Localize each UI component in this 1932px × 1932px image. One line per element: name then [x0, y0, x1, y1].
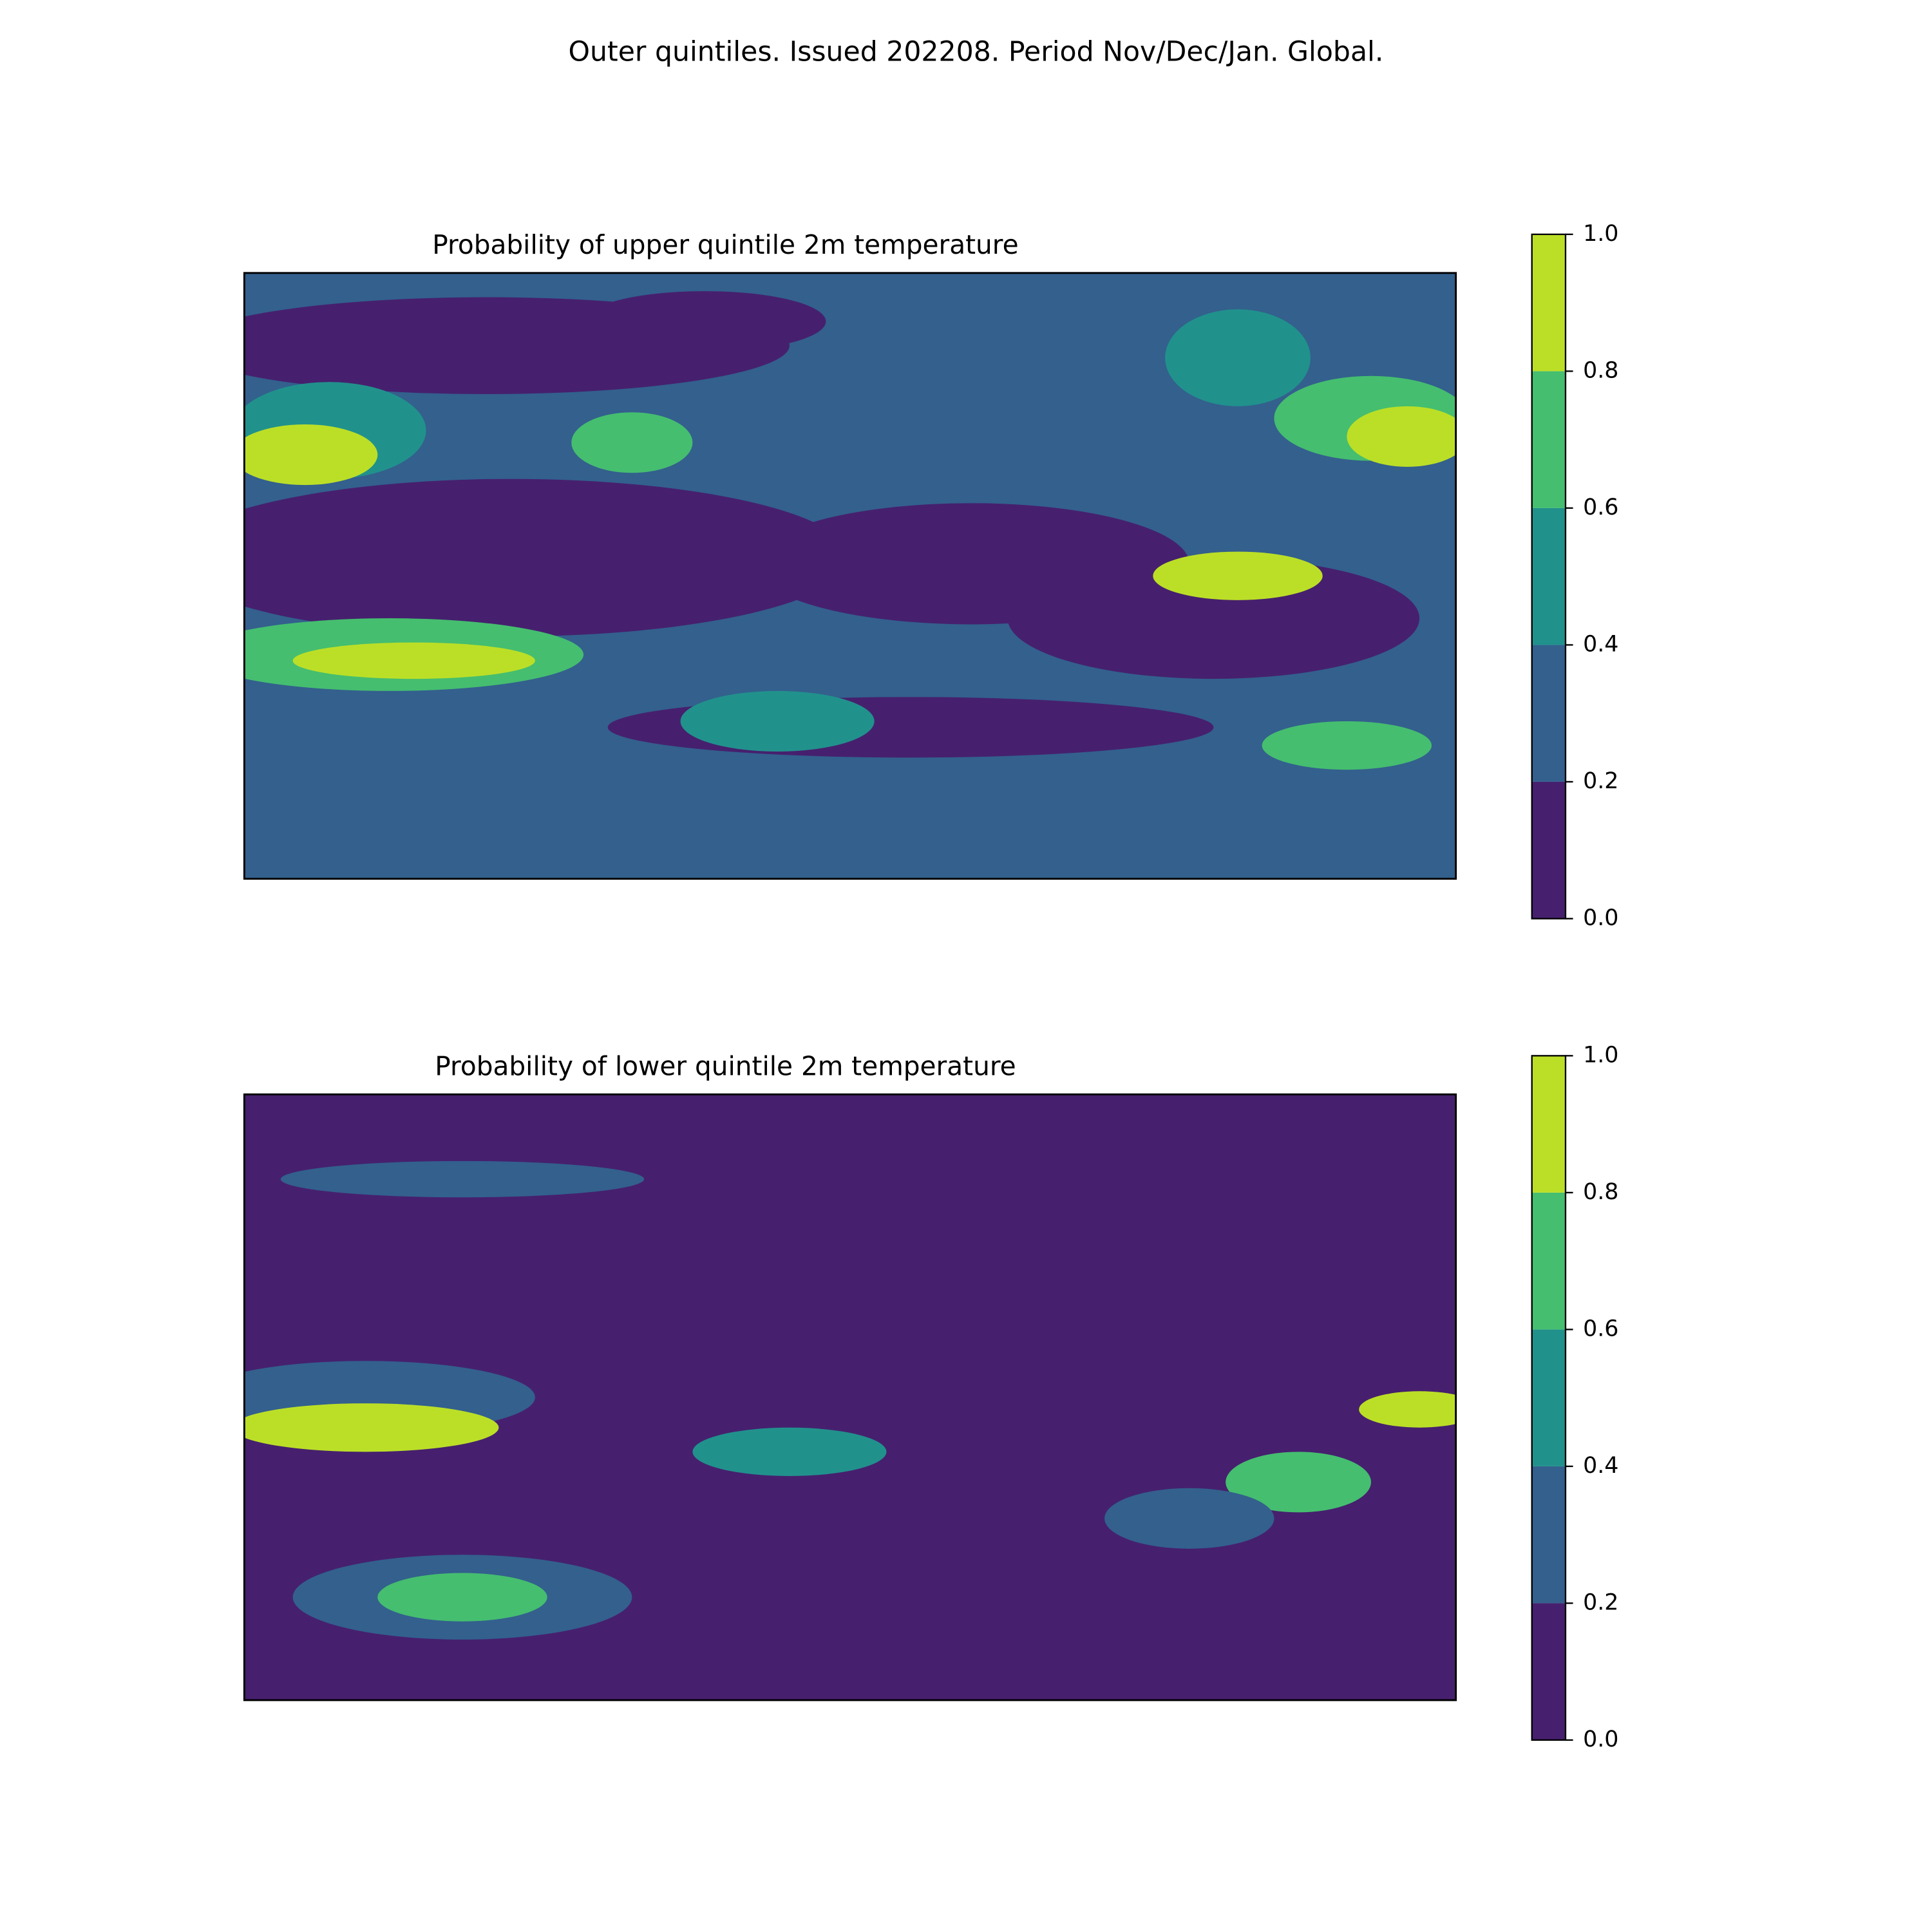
- map-frame: [243, 1093, 1457, 1701]
- map-frame: [243, 272, 1457, 880]
- colorbar-tick-label: 1.0: [1583, 221, 1618, 247]
- contour-region: [244, 424, 378, 486]
- colorbar-segment: [1531, 1466, 1566, 1604]
- colorbar-tick-label: 0.2: [1583, 1589, 1618, 1615]
- colorbar-segment: [1531, 371, 1566, 508]
- colorbar-segment: [1531, 1603, 1566, 1740]
- contour-region: [1153, 551, 1323, 600]
- contour-region: [377, 1573, 547, 1622]
- colorbar-tick-label: 0.2: [1583, 768, 1618, 794]
- contour-region: [571, 412, 693, 473]
- colorbar-tick-label: 0.6: [1583, 1316, 1618, 1341]
- contour-region: [680, 690, 875, 752]
- colorbar-frame: [1531, 1055, 1567, 1741]
- contour-region: [1007, 557, 1420, 679]
- contour-region: [244, 1403, 499, 1452]
- contour-region: [244, 478, 850, 637]
- colorbar-tick-label: 1.0: [1583, 1042, 1618, 1068]
- map-title: Probability of lower quintile 2m tempera…: [435, 1051, 1016, 1082]
- colorbar-segment: [1531, 1329, 1566, 1466]
- contour-region: [1104, 1488, 1274, 1549]
- contour-region: [583, 291, 826, 352]
- colorbar-segment: [1531, 507, 1566, 645]
- contour-region: [292, 642, 535, 679]
- colorbar-tick-label: 0.6: [1583, 495, 1618, 520]
- colorbar-frame: [1531, 233, 1567, 920]
- colorbar-tick-label: 0.4: [1583, 631, 1618, 657]
- contour-region: [1262, 721, 1432, 770]
- colorbar-tick-label: 0.8: [1583, 1179, 1618, 1205]
- figure-title: Outer quintiles. Issued 202208. Period N…: [569, 36, 1384, 68]
- colorbar-segment: [1531, 234, 1566, 372]
- colorbar-tick-label: 0.0: [1583, 1727, 1618, 1752]
- colorbar-tick-label: 0.8: [1583, 357, 1618, 383]
- colorbar-segment: [1531, 781, 1566, 919]
- map-field: [244, 272, 1456, 879]
- colorbar-tick-label: 0.0: [1583, 905, 1618, 931]
- contour-region: [1165, 309, 1311, 406]
- map-field: [244, 1094, 1456, 1700]
- colorbar-segment: [1531, 1192, 1566, 1330]
- contour-region: [1226, 1452, 1371, 1513]
- colorbar-segment: [1531, 645, 1566, 782]
- contour-region: [1359, 1391, 1456, 1428]
- contour-region: [692, 1427, 887, 1476]
- contour-region: [1347, 406, 1456, 467]
- colorbar-tick-label: 0.4: [1583, 1453, 1618, 1479]
- map-title: Probability of upper quintile 2m tempera…: [432, 229, 1018, 260]
- contour-region: [280, 1160, 645, 1198]
- colorbar-segment: [1531, 1056, 1566, 1193]
